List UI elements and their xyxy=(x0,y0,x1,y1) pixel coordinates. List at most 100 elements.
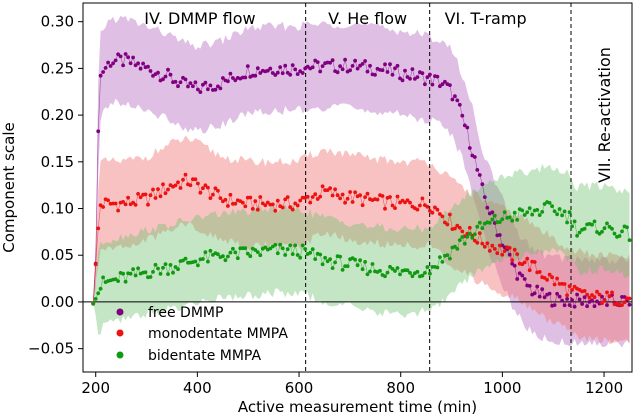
point-monodentate-mmpa xyxy=(318,194,323,199)
point-bidentate-mmpa xyxy=(462,241,467,246)
point-bidentate-mmpa xyxy=(572,219,577,224)
point-free-dmmp xyxy=(290,63,295,67)
point-bidentate-mmpa xyxy=(467,231,472,236)
point-monodentate-mmpa xyxy=(338,196,342,201)
point-bidentate-mmpa xyxy=(263,245,268,250)
point-bidentate-mmpa xyxy=(235,256,240,261)
point-monodentate-mmpa xyxy=(383,206,387,211)
point-free-dmmp xyxy=(590,298,594,303)
y-axis-ticks: −0.05 0.00 0.05 0.10 0.15 0.20 0.25 0.30 xyxy=(28,13,83,358)
point-monodentate-mmpa xyxy=(515,252,520,256)
point-monodentate-mmpa xyxy=(455,223,460,228)
point-monodentate-mmpa xyxy=(492,247,497,251)
point-bidentate-mmpa xyxy=(570,224,574,229)
point-bidentate-mmpa xyxy=(440,260,445,264)
point-bidentate-mmpa xyxy=(537,213,542,218)
point-monodentate-mmpa xyxy=(163,191,168,196)
point-bidentate-mmpa xyxy=(575,233,579,238)
point-free-dmmp xyxy=(515,277,520,281)
point-monodentate-mmpa xyxy=(537,270,542,274)
y-tick-label: 0.05 xyxy=(41,246,74,264)
point-free-dmmp xyxy=(380,68,385,73)
point-free-dmmp xyxy=(490,210,495,215)
legend-marker-monodentate-mmpa xyxy=(116,329,124,337)
point-bidentate-mmpa xyxy=(395,266,400,270)
point-bidentate-mmpa xyxy=(472,232,477,237)
point-bidentate-mmpa xyxy=(435,265,440,270)
point-free-dmmp xyxy=(373,73,377,77)
point-bidentate-mmpa xyxy=(415,269,420,274)
point-free-dmmp xyxy=(567,303,572,307)
y-tick-label: 0.00 xyxy=(41,293,74,311)
point-bidentate-mmpa xyxy=(540,210,545,214)
point-bidentate-mmpa xyxy=(248,254,253,259)
point-free-dmmp xyxy=(555,291,559,296)
point-monodentate-mmpa xyxy=(226,204,230,208)
point-monodentate-mmpa xyxy=(340,192,345,197)
point-monodentate-mmpa xyxy=(622,300,627,305)
point-bidentate-mmpa xyxy=(171,270,175,275)
point-monodentate-mmpa xyxy=(333,187,337,192)
point-monodentate-mmpa xyxy=(213,186,218,191)
point-monodentate-mmpa xyxy=(288,205,293,210)
point-monodentate-mmpa xyxy=(433,205,437,210)
point-free-dmmp xyxy=(300,71,305,75)
point-monodentate-mmpa xyxy=(253,199,258,204)
point-free-dmmp xyxy=(605,303,609,307)
point-bidentate-mmpa xyxy=(502,210,507,215)
point-monodentate-mmpa xyxy=(480,241,485,246)
point-bidentate-mmpa xyxy=(233,250,238,255)
point-bidentate-mmpa xyxy=(290,252,295,256)
point-monodentate-mmpa xyxy=(176,180,180,185)
point-bidentate-mmpa xyxy=(535,208,540,212)
point-monodentate-mmpa xyxy=(343,200,347,205)
point-monodentate-mmpa xyxy=(313,192,318,197)
point-bidentate-mmpa xyxy=(590,222,594,227)
point-monodentate-mmpa xyxy=(113,201,118,206)
point-bidentate-mmpa xyxy=(313,257,318,261)
point-bidentate-mmpa xyxy=(600,229,604,234)
point-free-dmmp xyxy=(141,61,146,66)
point-bidentate-mmpa xyxy=(345,264,350,269)
point-bidentate-mmpa xyxy=(131,267,136,271)
point-monodentate-mmpa xyxy=(418,203,422,208)
point-bidentate-mmpa xyxy=(363,260,367,264)
point-free-dmmp xyxy=(268,66,273,71)
point-bidentate-mmpa xyxy=(557,207,562,211)
point-bidentate-mmpa xyxy=(602,226,607,231)
point-monodentate-mmpa xyxy=(472,238,477,243)
point-free-dmmp xyxy=(108,64,113,68)
point-bidentate-mmpa xyxy=(500,217,505,222)
point-free-dmmp xyxy=(512,263,517,268)
point-bidentate-mmpa xyxy=(203,250,208,255)
point-free-dmmp xyxy=(265,68,270,73)
point-bidentate-mmpa xyxy=(617,234,622,238)
point-free-dmmp xyxy=(365,69,370,74)
point-monodentate-mmpa xyxy=(166,187,170,192)
point-free-dmmp xyxy=(201,82,205,87)
point-monodentate-mmpa xyxy=(477,231,482,236)
point-monodentate-mmpa xyxy=(457,225,462,230)
point-bidentate-mmpa xyxy=(577,230,582,235)
point-free-dmmp xyxy=(542,295,547,300)
point-free-dmmp xyxy=(183,77,188,82)
point-monodentate-mmpa xyxy=(475,240,480,245)
point-free-dmmp xyxy=(253,73,258,78)
point-free-dmmp xyxy=(231,76,235,80)
legend-label-monodentate-mmpa: monodentate MMPA xyxy=(148,326,288,342)
point-monodentate-mmpa xyxy=(512,247,517,252)
point-monodentate-mmpa xyxy=(390,203,395,208)
point-monodentate-mmpa xyxy=(228,192,233,197)
point-monodentate-mmpa xyxy=(435,207,440,212)
point-free-dmmp xyxy=(480,182,485,187)
point-monodentate-mmpa xyxy=(627,296,632,301)
point-bidentate-mmpa xyxy=(121,271,125,276)
point-monodentate-mmpa xyxy=(148,193,153,198)
point-bidentate-mmpa xyxy=(216,252,220,257)
point-monodentate-mmpa xyxy=(552,282,557,287)
point-bidentate-mmpa xyxy=(627,238,632,243)
point-free-dmmp xyxy=(400,78,405,83)
point-free-dmmp xyxy=(547,291,552,296)
point-monodentate-mmpa xyxy=(206,185,210,190)
point-monodentate-mmpa xyxy=(196,181,200,186)
